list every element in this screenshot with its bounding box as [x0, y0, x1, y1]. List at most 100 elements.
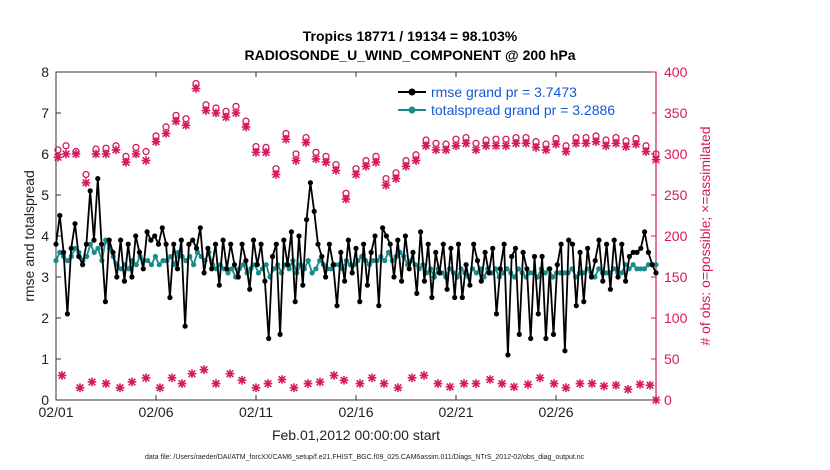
spread-point	[95, 245, 101, 251]
assimilated-obs-marker	[621, 142, 631, 151]
rmse-point	[247, 286, 253, 292]
spread-point	[527, 270, 533, 276]
spread-point	[630, 262, 636, 268]
spread-point	[64, 258, 71, 264]
y-tick-label: 0	[41, 392, 49, 408]
assimilated-obs-marker	[575, 379, 585, 388]
x-axis-label: Feb.01,2012 00:00:00 start	[272, 427, 440, 443]
chart-subtitle: RADIOSONDE_U_WIND_COMPONENT @ 200 hPa	[244, 47, 575, 63]
y-tick-right-label: 150	[664, 269, 688, 285]
rmse-point	[524, 266, 530, 272]
y-tick-right-label: 200	[664, 228, 688, 244]
rmse-point	[482, 249, 488, 255]
rmse-point	[349, 270, 355, 276]
spread-point	[255, 270, 262, 276]
assimilated-obs-marker	[481, 141, 491, 151]
rmse-point	[304, 217, 310, 223]
rmse-point	[406, 266, 412, 272]
spread-point	[550, 274, 556, 280]
rmse-point	[152, 233, 158, 239]
rmse-point	[296, 233, 302, 239]
rmse-point	[372, 233, 378, 239]
spread-point	[309, 270, 315, 276]
rmse-point	[399, 278, 405, 284]
assimilated-obs-marker	[115, 383, 125, 392]
assimilated-obs-marker	[501, 141, 511, 151]
assimilated-obs-marker	[199, 365, 209, 374]
rmse-point	[433, 249, 439, 255]
assimilated-obs-marker	[411, 156, 421, 165]
rmse-point	[471, 241, 477, 247]
assimilated-obs-marker	[329, 371, 339, 380]
spread-point	[286, 266, 292, 272]
rmse-point	[490, 245, 496, 251]
rmse-point	[459, 294, 465, 301]
rmse-point	[197, 225, 203, 231]
rmse-point	[550, 331, 557, 337]
rmse-point	[235, 274, 241, 280]
assimilated-obs-marker	[461, 139, 471, 148]
rmse-point	[330, 262, 336, 268]
rmse-point	[64, 311, 70, 317]
x-tick-label: 02/01	[38, 404, 73, 420]
possible-obs-marker	[82, 170, 90, 179]
assimilated-obs-marker	[53, 152, 63, 162]
y-axis-right: 0 50 100 150 200 250 300 350 400	[651, 64, 688, 408]
assimilated-obs-marker	[535, 373, 545, 383]
legend-spread-marker	[408, 106, 416, 114]
rmse-point	[155, 241, 162, 247]
rmse-point	[452, 294, 458, 301]
spread-point	[152, 253, 158, 260]
rmse-point	[592, 258, 598, 264]
rmse-point	[626, 253, 633, 260]
assimilated-obs-marker	[381, 180, 391, 190]
spread-point	[370, 258, 376, 264]
spread-point	[133, 262, 139, 268]
rmse-point	[323, 274, 329, 280]
rmse-point	[68, 245, 74, 251]
rmse-point	[531, 253, 538, 260]
assimilated-obs-marker	[225, 369, 235, 379]
assimilated-obs-marker	[191, 84, 201, 93]
assimilated-obs-marker	[131, 149, 141, 159]
rmse-point	[338, 249, 344, 255]
assimilated-obs-marker	[171, 116, 181, 126]
assimilated-obs-marker	[251, 148, 261, 157]
spread-point	[382, 258, 388, 264]
spread-point	[191, 262, 197, 268]
rmse-point	[91, 237, 97, 243]
rmse-point	[619, 241, 625, 247]
possible-obs-marker	[62, 142, 70, 150]
assimilated-obs-marker	[303, 379, 313, 388]
rmse-point	[277, 331, 283, 337]
spread-point	[91, 249, 97, 255]
rmse-point	[163, 241, 169, 247]
rmse-point	[357, 299, 363, 305]
y-tick-label: 8	[41, 64, 49, 80]
rmse-point	[80, 262, 86, 268]
rmse-point	[182, 323, 188, 329]
rmse-point	[569, 241, 576, 247]
rmse-point	[429, 294, 435, 301]
assimilated-obs-marker	[251, 383, 261, 392]
rmse-point	[144, 229, 150, 235]
assimilated-obs-marker	[261, 148, 271, 157]
spread-point	[313, 266, 319, 272]
rmse-point	[205, 245, 211, 251]
spread-point	[645, 262, 652, 268]
assimilated-obs-marker	[635, 380, 645, 389]
y-tick-right-label: 400	[664, 64, 688, 80]
assimilated-obs-marker	[511, 139, 521, 148]
rmse-point	[653, 270, 659, 276]
spread-point	[148, 262, 155, 268]
rmse-point	[368, 249, 374, 255]
rmse-point	[220, 237, 226, 243]
spread-point	[225, 270, 231, 276]
assimilated-obs-marker	[611, 139, 621, 148]
rmse-point	[585, 245, 591, 251]
x-tick-label: 02/11	[239, 404, 273, 420]
rmse-point	[391, 274, 397, 280]
rmse-point	[611, 237, 617, 243]
rmse-point	[387, 241, 393, 247]
